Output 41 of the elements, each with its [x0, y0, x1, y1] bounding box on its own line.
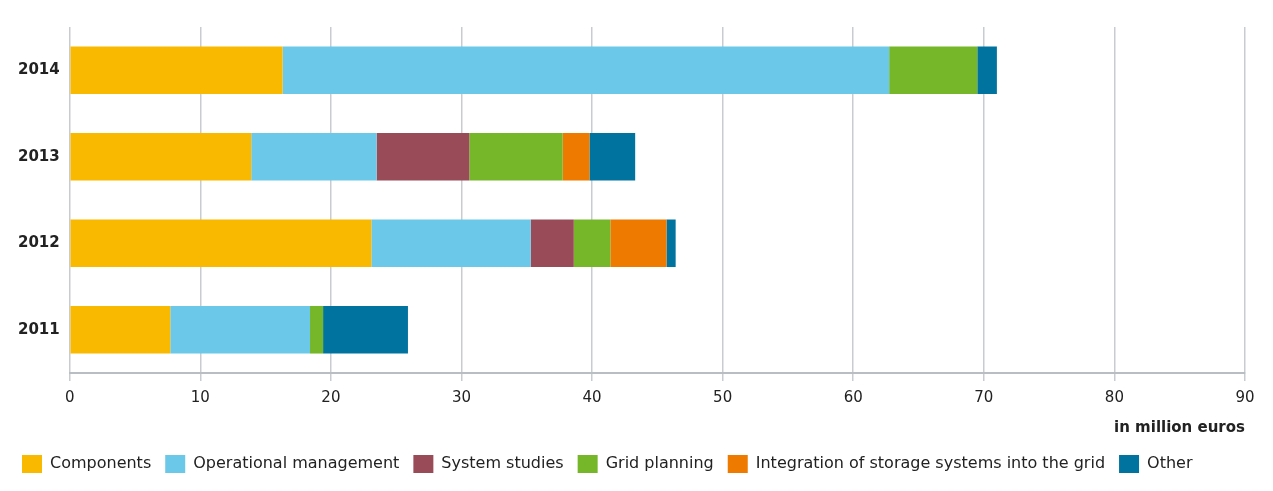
bar: [889, 46, 978, 95]
bar: [530, 219, 574, 268]
x-tick-label: 50: [713, 387, 733, 406]
x-axis-title: in million euros: [1114, 417, 1246, 436]
bar: [977, 46, 997, 95]
x-tick-label: 90: [1235, 387, 1255, 406]
legend-label: Other: [1147, 453, 1193, 473]
x-tick-label: 40: [582, 387, 602, 406]
bar: [170, 305, 311, 354]
bar: [282, 46, 890, 95]
bar: [589, 132, 636, 181]
bar: [70, 219, 372, 268]
bar: [371, 219, 531, 268]
x-tick-label: 30: [451, 387, 472, 406]
bar: [469, 132, 563, 181]
bar: [70, 46, 283, 95]
bar: [562, 132, 590, 181]
x-tick-label: 10: [190, 387, 210, 406]
x-tick-label: 60: [843, 387, 863, 406]
bar: [310, 305, 324, 354]
bar: [376, 132, 470, 181]
x-tick-label: 0: [64, 387, 75, 406]
x-tick-label: 20: [321, 387, 341, 406]
bar: [323, 305, 408, 354]
legend-label: Components: [50, 453, 152, 473]
bar: [251, 132, 377, 181]
y-tick-label: 2014: [18, 60, 60, 79]
bar: [70, 132, 252, 181]
bar: [573, 219, 611, 268]
y-tick-label: 2012: [18, 233, 60, 252]
y-tick-label: 2011: [18, 319, 60, 338]
bar: [70, 305, 171, 354]
x-tick-label: 70: [974, 387, 994, 406]
legend-label: Operational management: [193, 453, 400, 473]
bar: [610, 219, 667, 268]
x-tick-label: 80: [1104, 387, 1124, 406]
legend-label: Integration of storage systems into the grid: [755, 453, 1106, 473]
bar: [666, 219, 676, 268]
legend-label: System studies: [441, 453, 564, 473]
legend-label: Grid planning: [605, 453, 714, 473]
y-tick-label: 2013: [18, 146, 60, 165]
